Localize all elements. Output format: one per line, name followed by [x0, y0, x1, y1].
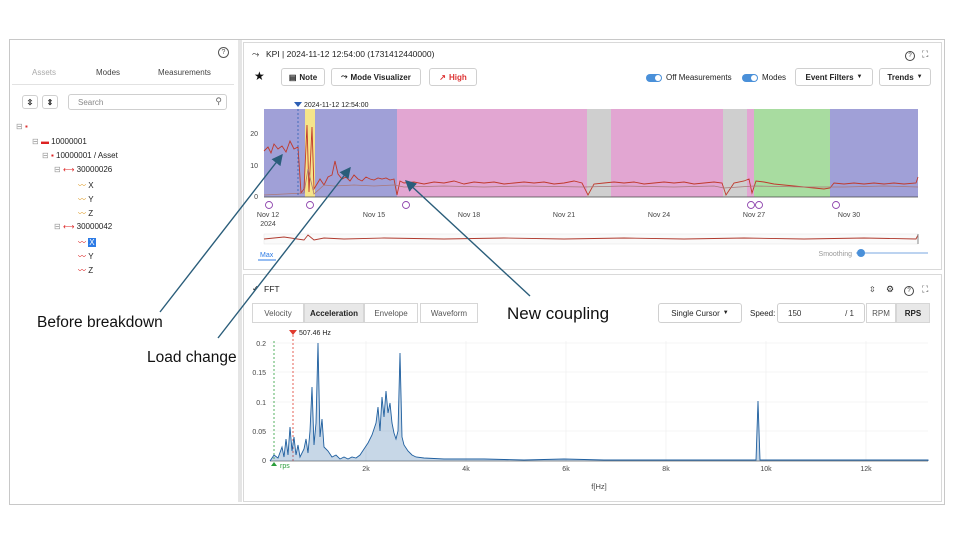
fft-title: FFT: [264, 284, 280, 294]
help-icon[interactable]: ?: [218, 47, 229, 58]
max-label: Max: [260, 252, 274, 259]
fft-x-tick: 8k: [662, 466, 670, 473]
rps-marker-label: rps: [280, 463, 290, 470]
fft-y-tick: 0.1: [256, 400, 266, 407]
tab-envelope[interactable]: Envelope: [364, 303, 418, 323]
fft-x-tick: 2k: [362, 466, 370, 473]
tree-root-toggle[interactable]: ⊟ ▪︎: [16, 122, 28, 131]
kpi-y-tick: 0: [254, 194, 258, 201]
fft-collapse-icon[interactable]: ✓: [252, 284, 259, 293]
mode-visualizer-button[interactable]: ⤳ Mode Visualizer: [331, 68, 421, 86]
tab-acceleration[interactable]: Acceleration: [304, 303, 364, 323]
kpi-x-tick: Nov 15: [363, 212, 385, 219]
off-measurements-toggle[interactable]: [646, 74, 662, 82]
kpi-x-tick: Nov 21: [553, 212, 575, 219]
off-measurements-label: Off Measurements: [666, 73, 732, 82]
fft-x-tick: 12k: [860, 466, 872, 473]
kpi-panel: ⤳ KPI | 2024-11-12 12:54:00 (17314124400…: [243, 42, 942, 270]
tab-measurements[interactable]: Measurements: [158, 68, 211, 77]
kpi-x-year: 2024: [260, 221, 276, 228]
event-filters-dropdown[interactable]: Event Filters ▼: [795, 68, 873, 86]
kpi-overview[interactable]: [263, 233, 919, 245]
rpm-button[interactable]: RPM: [866, 303, 896, 323]
smoothing-slider-handle: [857, 249, 865, 257]
left-panel: ? Assets Modes Measurements ⇳ ⇕ Search ⚲…: [12, 44, 234, 500]
panel-splitter[interactable]: [238, 40, 242, 502]
tree-node-sensor-1[interactable]: ⊟ ⟷ 30000026: [54, 165, 113, 174]
note-button[interactable]: ▤ Note: [281, 68, 325, 86]
kpi-trend-icon: ⤳: [252, 49, 260, 59]
kpi-title: KPI | 2024-11-12 12:54:00 (1731412440000…: [266, 49, 435, 59]
kpi-x-tick: Nov 24: [648, 212, 670, 219]
fft-y-tick: 0.2: [256, 341, 266, 348]
tree-node-s1-z[interactable]: 〰 Z: [78, 209, 94, 218]
kpi-y-tick: 10: [250, 163, 258, 170]
note-icon: ▤: [288, 72, 297, 82]
kpi-y-tick: 20: [250, 131, 258, 138]
smoothing-label: Smoothing: [819, 251, 853, 258]
kpi-x-tick: Nov 12: [257, 212, 279, 219]
tree-node-root[interactable]: ⊟ ▬ 10000001: [32, 137, 87, 146]
star-icon[interactable]: ★: [254, 69, 265, 83]
annotation-before-breakdown: Before breakdown: [37, 314, 163, 331]
tree-node-s2-y[interactable]: 〰 Y: [78, 252, 94, 261]
expand-icon: ⇕: [46, 97, 54, 107]
tab-modes[interactable]: Modes: [96, 68, 121, 77]
speed-input[interactable]: 150 / 1: [777, 303, 865, 323]
kpi-x-tick: Nov 18: [458, 212, 480, 219]
fft-spectrum: [269, 342, 929, 462]
kpi-x-tick: Nov 27: [743, 212, 765, 219]
modes-label: Modes: [762, 73, 787, 82]
expand-icon[interactable]: ⛶: [922, 49, 929, 59]
tab-waveform[interactable]: Waveform: [420, 303, 478, 323]
tab-velocity[interactable]: Velocity: [252, 303, 304, 323]
tree-node-s1-y[interactable]: 〰 Y: [78, 195, 94, 204]
collapse-all-button[interactable]: ⇳: [22, 95, 38, 109]
fft-x-tick: 4k: [462, 466, 470, 473]
search-input[interactable]: Search ⚲: [68, 94, 227, 110]
search-icon: ⚲: [215, 96, 222, 106]
tabs-divider: [12, 84, 234, 85]
event-markers: [265, 201, 840, 209]
fft-x-tick: 10k: [760, 466, 772, 473]
tree-node-s2-x[interactable]: 〰 X: [78, 238, 96, 247]
caret-down-icon: ▼: [856, 74, 863, 80]
modes-toggle[interactable]: [742, 74, 758, 82]
caret-down-icon: ▼: [722, 310, 729, 316]
high-button[interactable]: ↗ High: [429, 68, 477, 86]
expand-all-button[interactable]: ⇕: [42, 95, 58, 109]
fft-y-tick: 0: [262, 458, 266, 465]
collapse-icon: ⇳: [26, 97, 34, 107]
trends-dropdown[interactable]: Trends ▼: [879, 68, 931, 86]
help-icon[interactable]: ?: [904, 286, 914, 296]
search-placeholder: Search: [78, 98, 104, 107]
rps-button[interactable]: RPS: [896, 303, 930, 323]
fft-x-label: f[Hz]: [591, 482, 606, 491]
help-icon[interactable]: ?: [905, 51, 915, 61]
fft-y-tick: 0.15: [252, 370, 266, 377]
tree-node-s2-z[interactable]: 〰 Z: [78, 266, 94, 275]
mode-visualizer-icon: ⤳: [341, 72, 348, 81]
tree-node-sensor-2[interactable]: ⊟ ⟷ 30000042: [54, 222, 113, 231]
cursor-height-icon[interactable]: ⇳: [869, 285, 876, 294]
annotation-new-coupling: New coupling: [507, 304, 610, 323]
gear-icon[interactable]: ⚙: [886, 284, 895, 294]
expand-icon[interactable]: ⛶: [922, 284, 929, 294]
fft-y-tick: 0.05: [252, 429, 266, 436]
kpi-chart[interactable]: 2024-11-12 12:54:00 20 10 0 Nov 12 2024 …: [244, 89, 941, 269]
annotation-load-change: Load change: [147, 349, 237, 366]
kpi-cursor-label: 2024-11-12 12:54:00: [304, 102, 369, 109]
tab-assets[interactable]: Assets: [32, 68, 57, 77]
speed-label: Speed:: [750, 309, 776, 318]
freq-marker-label: 507.46 Hz: [299, 330, 331, 337]
fft-chart[interactable]: 0.2 0.15 0.1 0.05 0 2k 4k 6k 8k 10k 12k …: [244, 327, 941, 497]
kpi-x-tick: Nov 30: [838, 212, 860, 219]
cursor-mode-select[interactable]: Single Cursor ▼: [658, 303, 742, 323]
tree-node-s1-x[interactable]: 〰 X: [78, 181, 94, 190]
tree-node-asset[interactable]: ⊟ ▪︎ 10000001 / Asset: [42, 151, 118, 160]
caret-down-icon: ▼: [916, 74, 923, 80]
fft-x-tick: 6k: [562, 466, 570, 473]
high-trend-icon: ↗: [439, 72, 446, 82]
